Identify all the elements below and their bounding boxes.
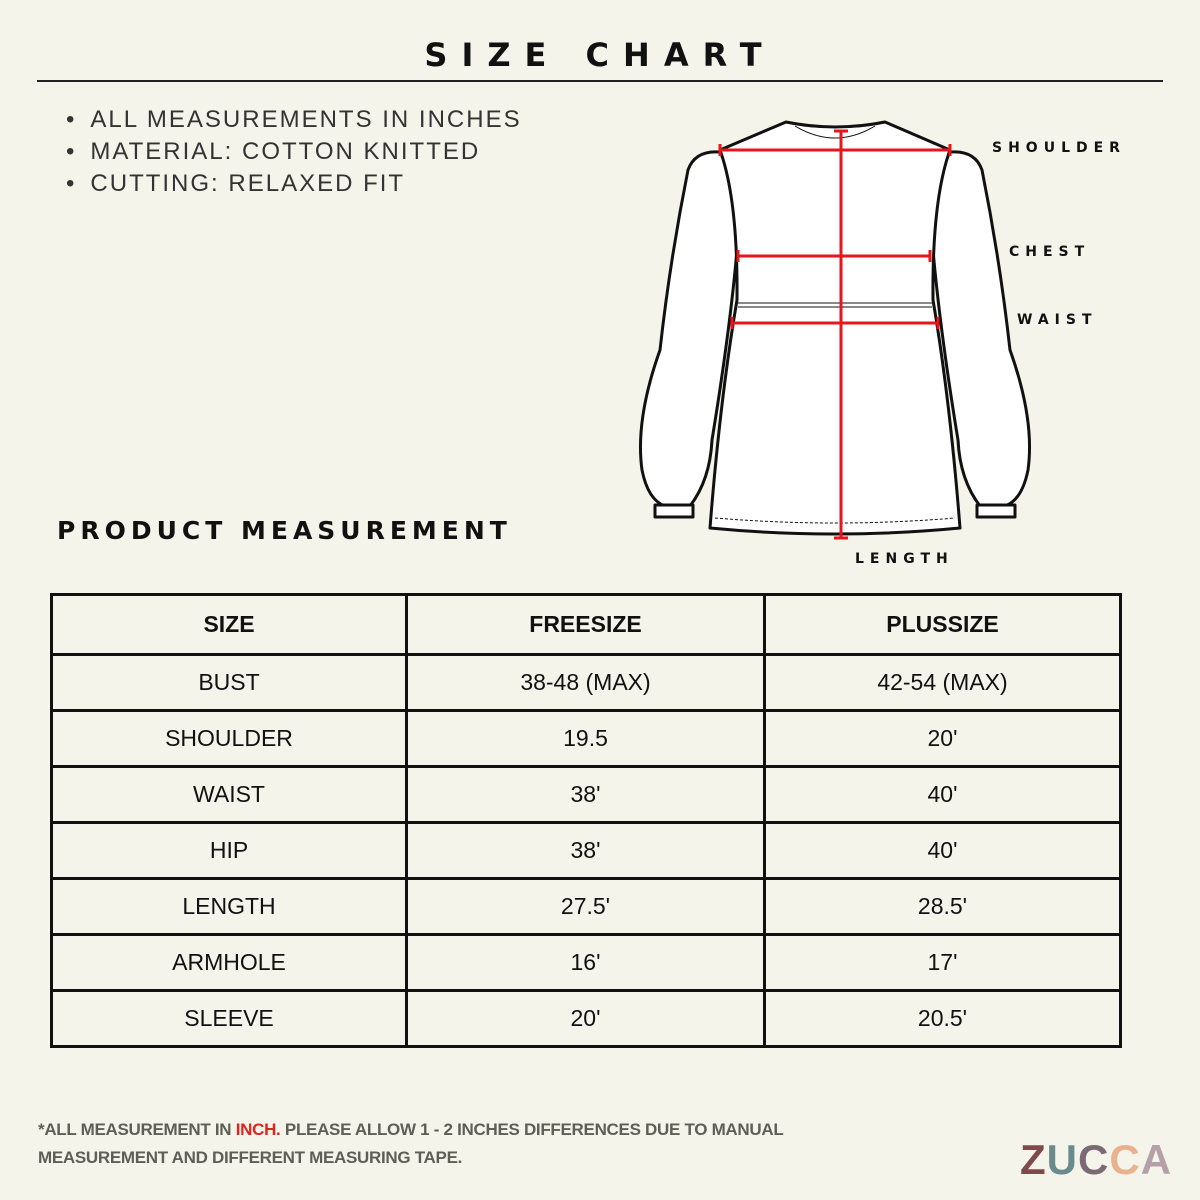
cell: SLEEVE	[50, 989, 408, 1048]
brand-logo: ZUCCA	[1020, 1136, 1172, 1184]
label-chest: CHEST	[1009, 244, 1091, 260]
table-row: LENGTH 27.5' 28.5'	[50, 877, 1122, 936]
table-header-row: SIZE FREESIZE PLUSSIZE	[50, 593, 1122, 656]
logo-letter: Z	[1020, 1136, 1047, 1183]
footer-highlight: INCH.	[235, 1120, 281, 1139]
table-row: SLEEVE 20' 20.5'	[50, 989, 1122, 1048]
section-title: PRODUCT MEASUREMENT	[57, 516, 512, 545]
table-row: HIP 38' 40'	[50, 821, 1122, 880]
cell: 20'	[405, 989, 766, 1048]
note-item: MATERIAL: COTTON KNITTED	[66, 136, 522, 168]
cell: 40'	[763, 821, 1122, 880]
cell: HIP	[50, 821, 408, 880]
title-divider	[37, 80, 1163, 82]
cell: 27.5'	[405, 877, 766, 936]
garment-diagram	[639, 120, 1031, 540]
cell: 20'	[763, 709, 1122, 768]
header-cell: PLUSSIZE	[763, 593, 1122, 656]
label-shoulder: SHOULDER	[992, 140, 1126, 156]
header-cell: SIZE	[50, 593, 408, 656]
cell: 38-48 (MAX)	[405, 653, 766, 712]
footer-prefix: *ALL MEASUREMENT IN	[38, 1120, 236, 1139]
logo-letter: A	[1140, 1136, 1173, 1183]
label-length: LENGTH	[855, 551, 954, 567]
cell: WAIST	[50, 765, 408, 824]
cell: BUST	[50, 653, 408, 712]
size-table: SIZE FREESIZE PLUSSIZE BUST 38-48 (MAX) 42…	[50, 593, 1122, 1048]
table-row: ARMHOLE 16' 17'	[50, 933, 1122, 992]
footer-suffix: PLEASE ALLOW 1 - 2 INCHES DIFFERENCES DU…	[38, 1120, 784, 1167]
logo-letter: C	[1078, 1136, 1110, 1183]
cell: 40'	[763, 765, 1122, 824]
cell: 38'	[405, 765, 766, 824]
logo-letter: C	[1109, 1136, 1141, 1183]
table-row: WAIST 38' 40'	[50, 765, 1122, 824]
cell: 19.5	[405, 709, 766, 768]
label-waist: WAIST	[1017, 312, 1098, 328]
notes-list: ALL MEASUREMENTS IN INCHES MATERIAL: COT…	[66, 104, 522, 200]
note-item: ALL MEASUREMENTS IN INCHES	[66, 104, 522, 136]
cell: LENGTH	[50, 877, 408, 936]
table-row: BUST 38-48 (MAX) 42-54 (MAX)	[50, 653, 1122, 712]
note-item: CUTTING: RELAXED FIT	[66, 168, 522, 200]
header-cell: FREESIZE	[405, 593, 766, 656]
cell: 20.5'	[763, 989, 1122, 1048]
table-row: SHOULDER 19.5 20'	[50, 709, 1122, 768]
cell: 38'	[405, 821, 766, 880]
cell: 17'	[763, 933, 1122, 992]
cell: 42-54 (MAX)	[763, 653, 1122, 712]
cell: SHOULDER	[50, 709, 408, 768]
footer-note: *ALL MEASUREMENT IN INCH. PLEASE ALLOW 1…	[38, 1116, 858, 1172]
cell: ARMHOLE	[50, 933, 408, 992]
page-title: SIZE CHART	[424, 36, 776, 74]
logo-letter: U	[1046, 1136, 1078, 1183]
cell: 28.5'	[763, 877, 1122, 936]
body	[708, 120, 962, 536]
cell: 16'	[405, 933, 766, 992]
